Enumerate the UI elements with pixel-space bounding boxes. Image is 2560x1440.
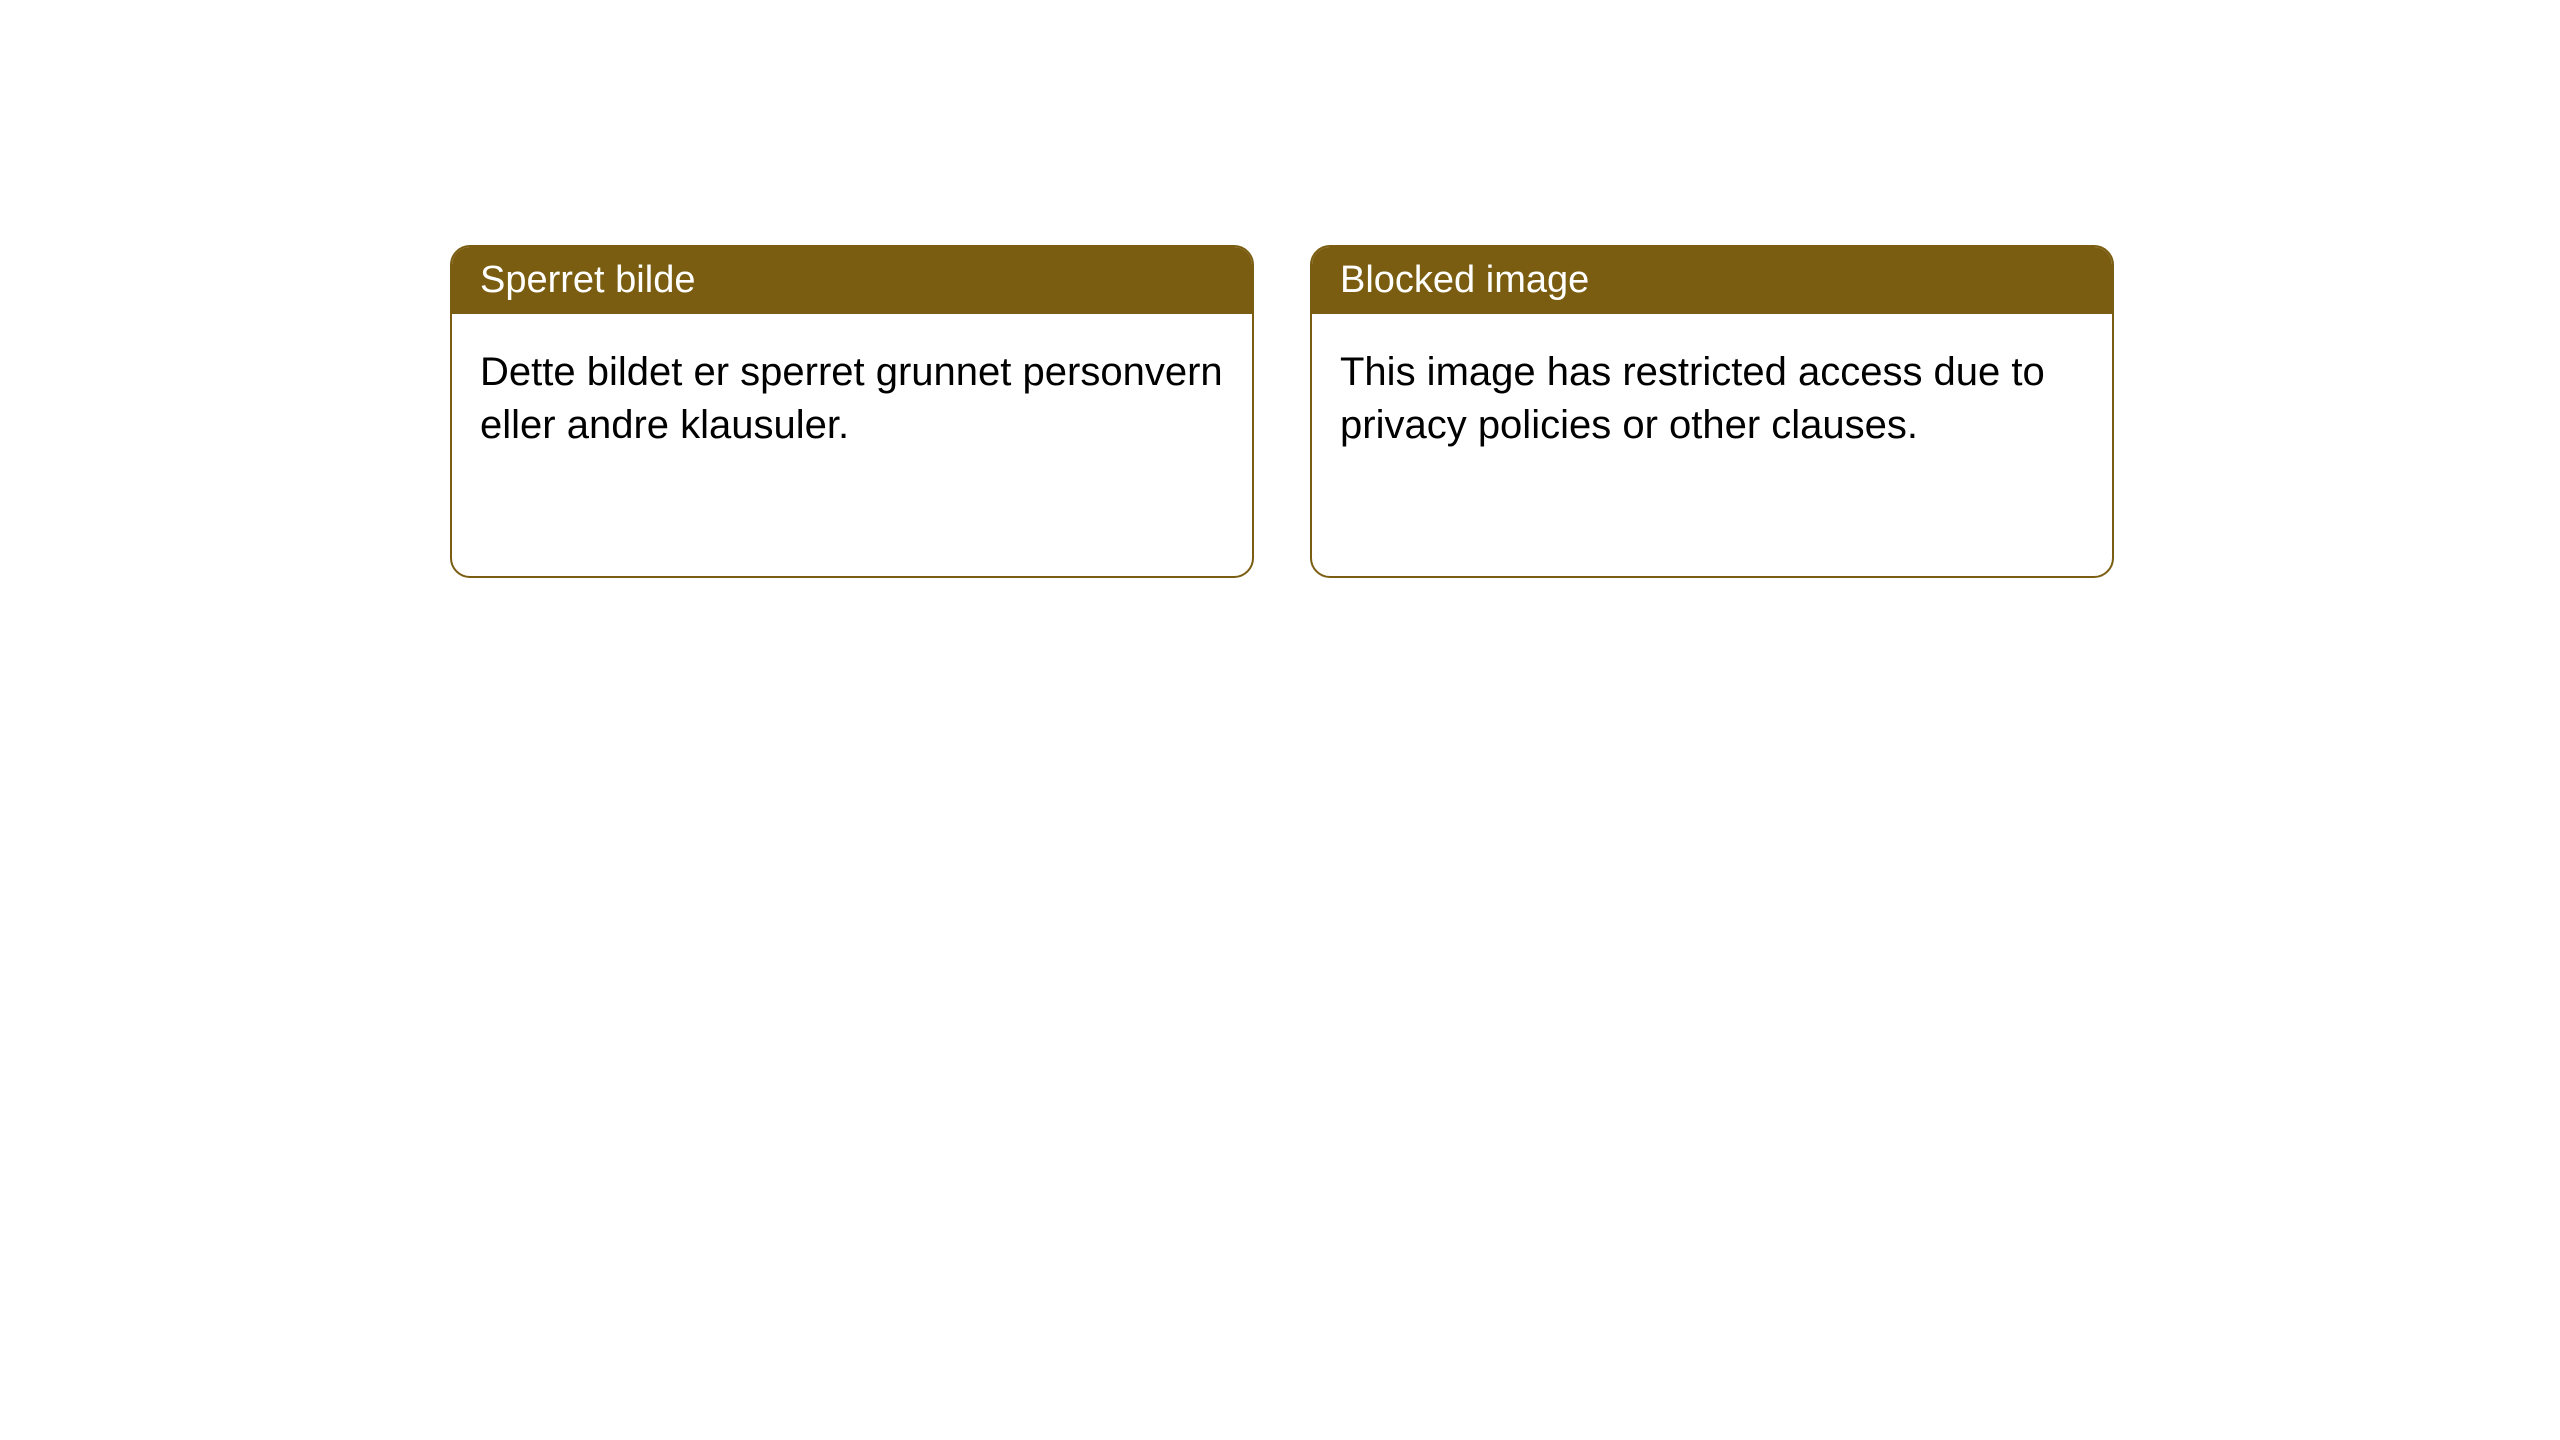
notice-body-norwegian: Dette bildet er sperret grunnet personve… [452,314,1252,484]
notice-container: Sperret bilde Dette bildet er sperret gr… [450,245,2114,578]
notice-header-english: Blocked image [1312,247,2112,314]
notice-body-english: This image has restricted access due to … [1312,314,2112,484]
notice-card-english: Blocked image This image has restricted … [1310,245,2114,578]
notice-card-norwegian: Sperret bilde Dette bildet er sperret gr… [450,245,1254,578]
notice-header-norwegian: Sperret bilde [452,247,1252,314]
